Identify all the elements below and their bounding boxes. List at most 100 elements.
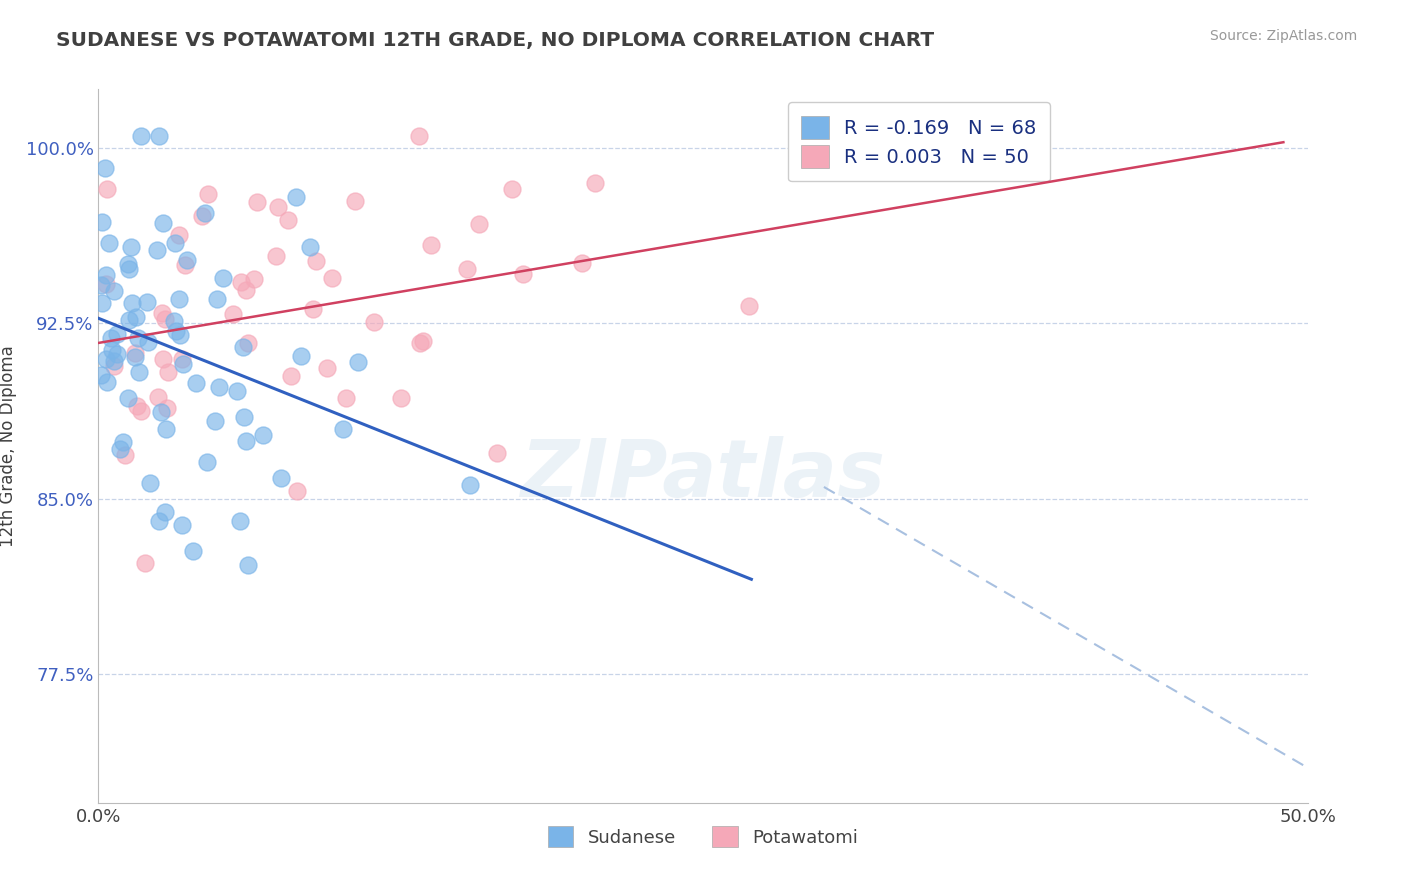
Point <box>101 343 124 357</box>
Point <box>285 484 308 499</box>
Point <box>229 514 252 528</box>
Y-axis label: 12th Grade, No Diploma: 12th Grade, No Diploma <box>0 345 17 547</box>
Point <box>225 384 247 398</box>
Point <box>96 268 118 282</box>
Point <box>298 240 321 254</box>
Point <box>128 365 150 379</box>
Point <box>235 434 257 449</box>
Point <box>583 177 606 191</box>
Point <box>103 354 125 368</box>
Point <box>149 405 172 419</box>
Text: ZIPatlas: ZIPatlas <box>520 435 886 514</box>
Point <box>485 446 508 460</box>
Point <box>243 272 266 286</box>
Point <box>321 271 343 285</box>
Point <box>108 442 131 456</box>
Point <box>146 390 169 404</box>
Point <box>111 434 134 449</box>
Point <box>236 558 259 572</box>
Point <box>117 391 139 405</box>
Point <box>153 505 176 519</box>
Point <box>105 346 128 360</box>
Point <box>127 331 149 345</box>
Point <box>232 340 254 354</box>
Text: SUDANESE VS POTAWATOMI 12TH GRADE, NO DIPLOMA CORRELATION CHART: SUDANESE VS POTAWATOMI 12TH GRADE, NO DI… <box>56 31 935 50</box>
Point <box>120 240 142 254</box>
Point <box>170 352 193 367</box>
Point <box>125 310 148 324</box>
Point <box>277 213 299 227</box>
Point <box>135 295 157 310</box>
Point <box>124 345 146 359</box>
Point <box>456 261 478 276</box>
Point <box>290 349 312 363</box>
Point <box>96 182 118 196</box>
Point <box>176 253 198 268</box>
Point <box>222 307 245 321</box>
Point <box>316 360 339 375</box>
Point <box>302 302 325 317</box>
Point <box>91 296 114 310</box>
Point <box>246 195 269 210</box>
Point <box>103 359 125 373</box>
Point <box>136 334 159 349</box>
Point <box>165 324 187 338</box>
Point <box>571 256 593 270</box>
Point <box>212 270 235 285</box>
Point <box>134 557 156 571</box>
Point <box>94 161 117 175</box>
Point <box>233 409 256 424</box>
Point <box>129 128 152 143</box>
Point <box>105 327 128 342</box>
Point <box>96 277 118 292</box>
Point <box>153 312 176 326</box>
Point <box>235 284 257 298</box>
Point <box>270 471 292 485</box>
Point <box>512 267 534 281</box>
Point <box>458 478 481 492</box>
Point <box>167 292 190 306</box>
Legend: Sudanese, Potawatomi: Sudanese, Potawatomi <box>541 819 865 855</box>
Point <box>343 194 366 209</box>
Point <box>207 293 229 307</box>
Point <box>420 238 443 252</box>
Point <box>174 258 197 272</box>
Point <box>412 334 434 348</box>
Point <box>118 261 141 276</box>
Point <box>186 376 208 390</box>
Point <box>156 365 179 379</box>
Point <box>280 368 302 383</box>
Point <box>148 128 170 143</box>
Point <box>363 315 385 329</box>
Point <box>169 328 191 343</box>
Point <box>267 200 290 214</box>
Point <box>124 351 146 365</box>
Point <box>100 331 122 345</box>
Point <box>90 277 112 292</box>
Point <box>468 217 491 231</box>
Point <box>155 401 177 416</box>
Point <box>191 209 214 223</box>
Point <box>117 257 139 271</box>
Text: Source: ZipAtlas.com: Source: ZipAtlas.com <box>1209 29 1357 43</box>
Point <box>332 422 354 436</box>
Point <box>208 380 231 394</box>
Point <box>125 400 148 414</box>
Point <box>238 335 260 350</box>
Point <box>90 368 112 382</box>
Point <box>335 391 357 405</box>
Point <box>129 404 152 418</box>
Point <box>152 306 174 320</box>
Point <box>97 236 120 251</box>
Point <box>155 422 177 436</box>
Point <box>408 128 430 143</box>
Point <box>501 182 523 196</box>
Point <box>96 375 118 389</box>
Point <box>146 243 169 257</box>
Point <box>408 335 430 350</box>
Point <box>264 249 287 263</box>
Point <box>148 514 170 528</box>
Point <box>90 215 112 229</box>
Point <box>231 275 253 289</box>
Point <box>347 354 370 368</box>
